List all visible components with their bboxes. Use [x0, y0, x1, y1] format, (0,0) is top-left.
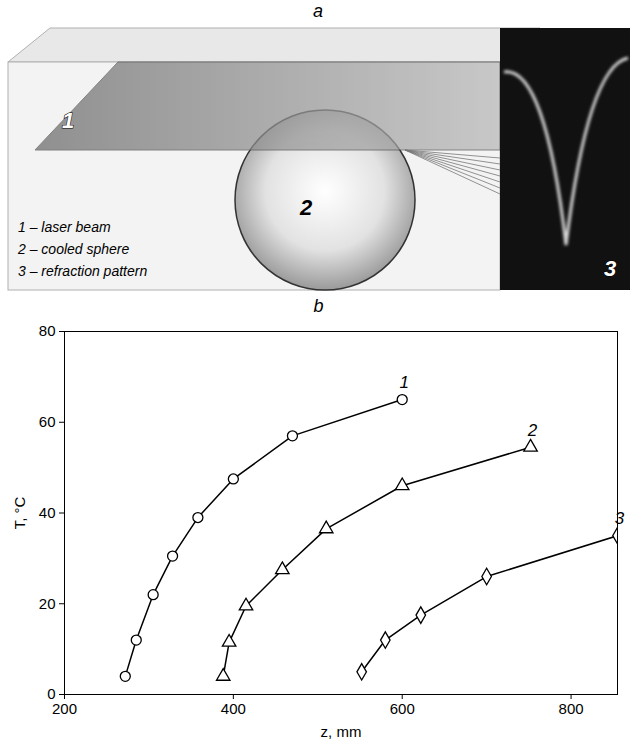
svg-text:80: 80 — [39, 322, 56, 339]
svg-text:2: 2 — [527, 421, 538, 440]
svg-text:z, mm: z, mm — [321, 723, 362, 740]
svg-text:1: 1 — [62, 108, 74, 133]
html-text:b: b — [313, 296, 324, 316]
svg-text:a: a — [313, 1, 323, 21]
svg-text:3: 3 — [615, 509, 625, 528]
svg-text:200: 200 — [52, 700, 77, 717]
svg-text:60: 60 — [39, 413, 56, 430]
svg-text:0: 0 — [47, 685, 56, 703]
svg-text:40: 40 — [39, 504, 56, 521]
svg-text:2 – cooled sphere: 2 – cooled sphere — [17, 241, 130, 257]
svg-text:20: 20 — [39, 595, 56, 612]
svg-text:1 – laser beam: 1 – laser beam — [18, 219, 111, 235]
svg-text:2: 2 — [299, 195, 313, 220]
svg-text:3: 3 — [604, 256, 616, 281]
svg-text:3 – refraction pattern: 3 – refraction pattern — [18, 263, 147, 279]
svg-text:600: 600 — [390, 700, 415, 717]
svg-text:400: 400 — [221, 700, 246, 717]
svg-text:T, °C: T, °C — [11, 497, 28, 530]
svg-text:800: 800 — [559, 700, 584, 717]
svg-text:1: 1 — [399, 373, 408, 392]
